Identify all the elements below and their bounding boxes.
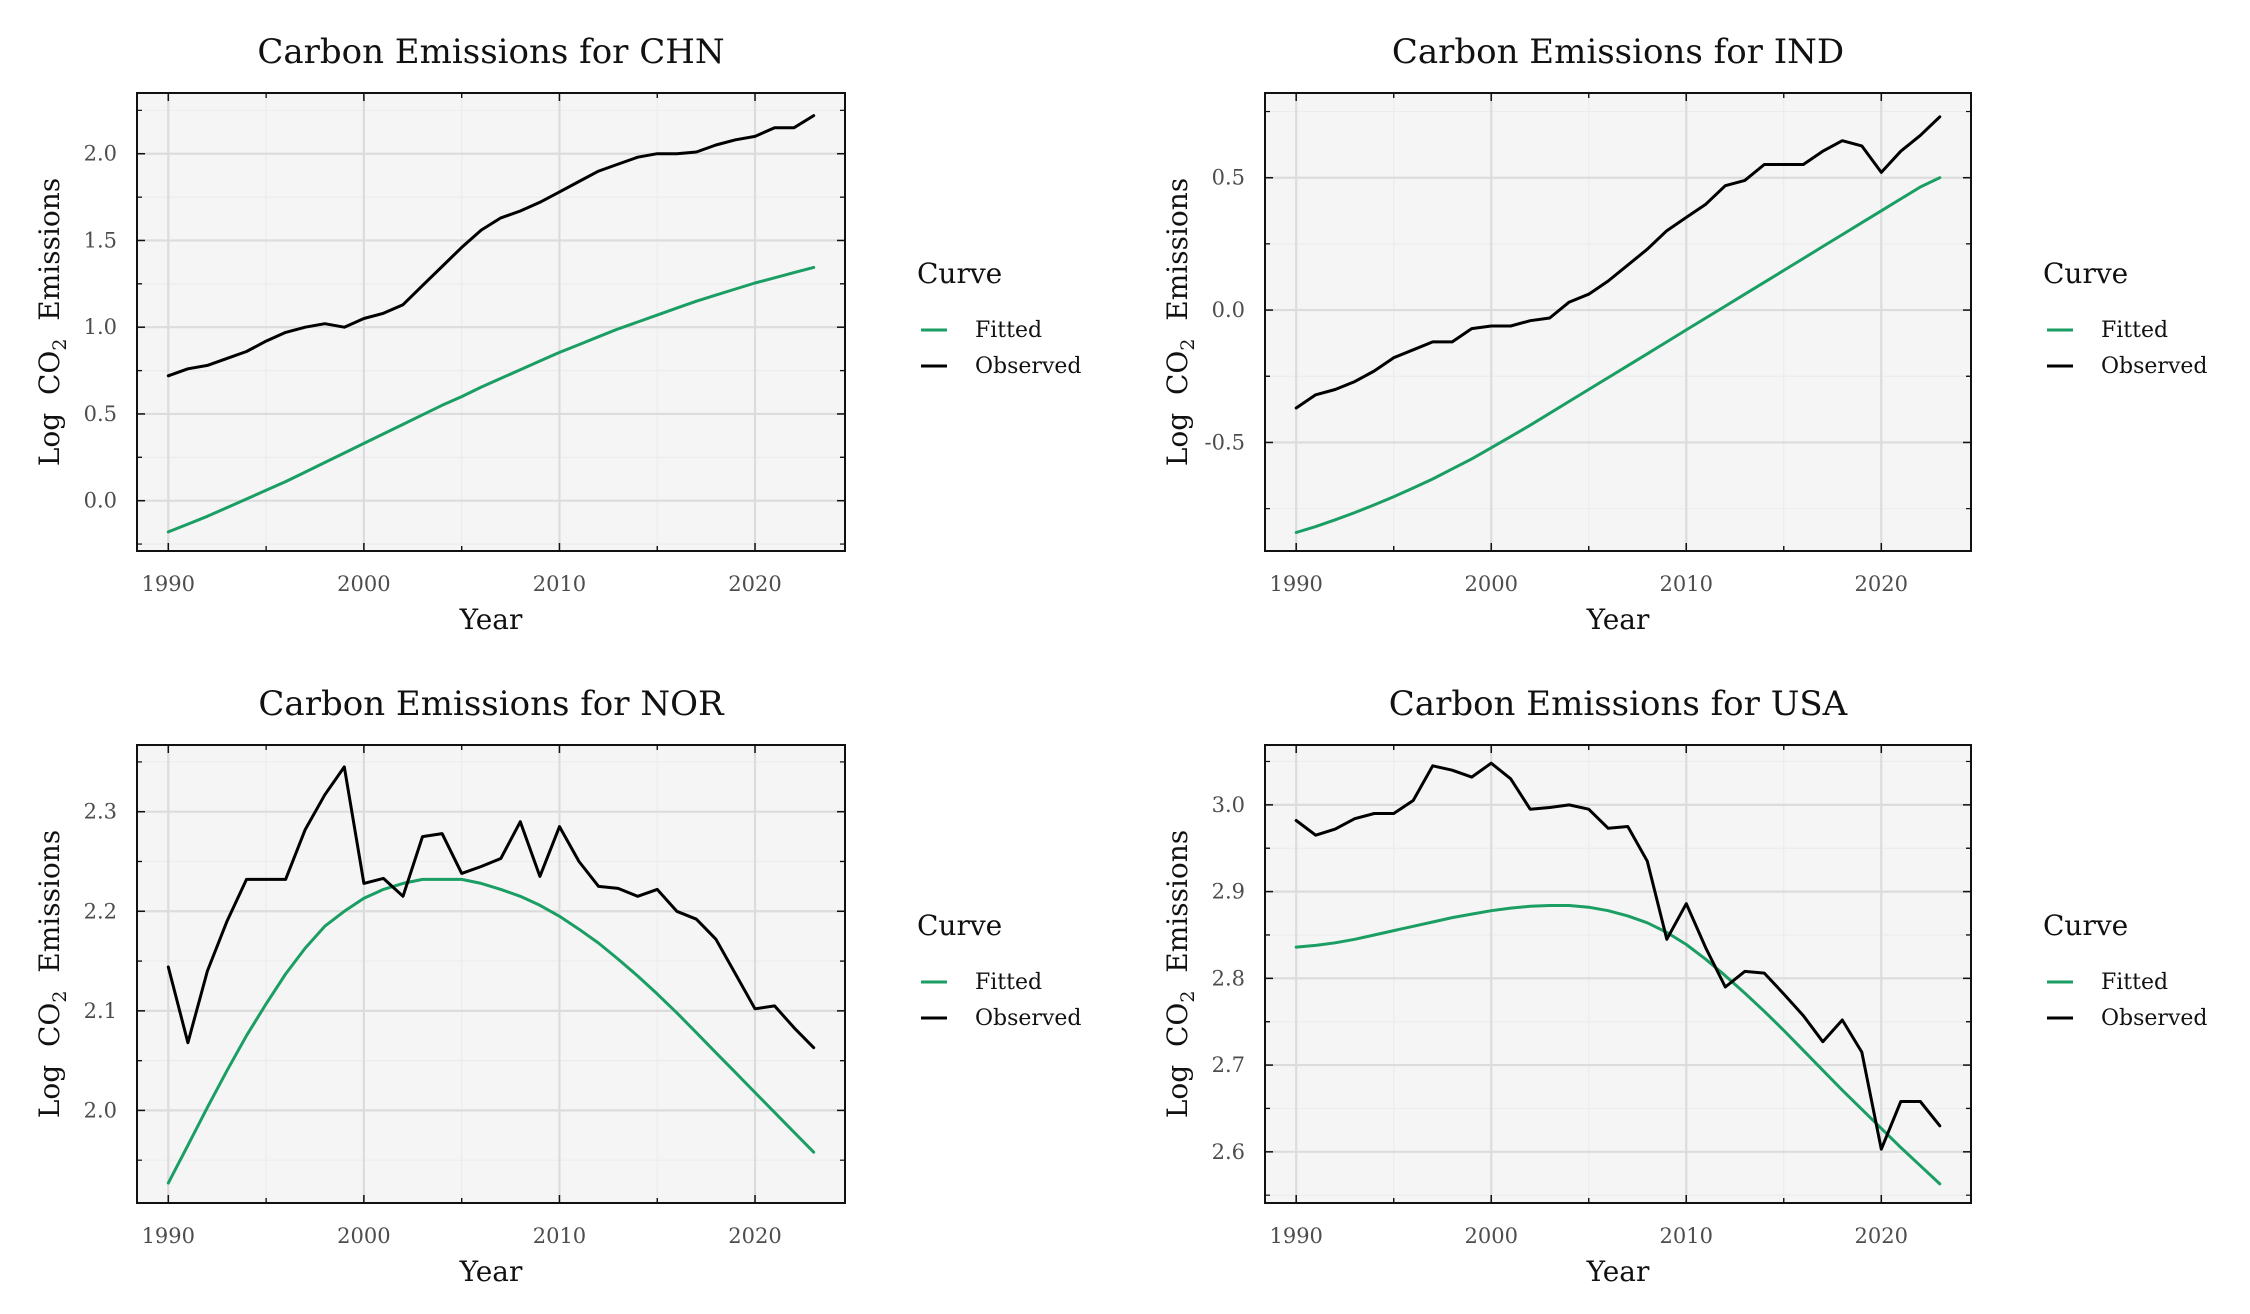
y-axis-title-part: Emissions bbox=[33, 830, 66, 991]
legend-label-fitted: Fitted bbox=[2101, 318, 2168, 343]
x-tick-label: 2000 bbox=[337, 1224, 390, 1248]
y-axis-title-part: Emissions bbox=[1161, 830, 1194, 991]
y-tick-label: 0.0 bbox=[84, 489, 117, 513]
y-axis-title: Log CO2 Emissions bbox=[33, 830, 71, 1118]
x-tick-label: 2010 bbox=[1660, 572, 1713, 596]
chart-title: Carbon Emissions for CHN bbox=[257, 32, 724, 72]
legend: Curve Fitted Observed bbox=[917, 909, 1081, 1031]
legend: Curve Fitted Observed bbox=[2043, 257, 2207, 379]
x-tick-label: 2000 bbox=[1465, 572, 1518, 596]
x-axis-title: Year bbox=[459, 1255, 523, 1288]
x-tick-label: 1990 bbox=[142, 1224, 195, 1248]
y-tick-label: 0.5 bbox=[1212, 166, 1245, 190]
legend-label-observed: Observed bbox=[975, 354, 1081, 379]
x-tick-label: 2020 bbox=[1855, 572, 1908, 596]
y-axis-title: Log CO2 Emissions bbox=[33, 178, 71, 466]
legend-title: Curve bbox=[917, 257, 1002, 290]
series-line-observed bbox=[1294, 761, 1942, 1151]
y-axis-title-subscript: 2 bbox=[1177, 991, 1199, 1003]
legend-label-observed: Observed bbox=[2101, 354, 2207, 379]
series-line-fitted bbox=[1294, 904, 1942, 1186]
y-tick-label: 3.0 bbox=[1212, 793, 1245, 817]
chart-title: Carbon Emissions for NOR bbox=[258, 684, 725, 724]
y-tick-label: 0.5 bbox=[84, 402, 117, 426]
legend-label-fitted: Fitted bbox=[975, 318, 1042, 343]
panel-background bbox=[1265, 745, 1971, 1203]
y-axis-title-part: Log CO bbox=[33, 351, 66, 467]
legend: Curve Fitted Observed bbox=[2043, 909, 2207, 1031]
y-tick-label: 2.0 bbox=[84, 142, 117, 166]
panel-nor: 1990 2000 2010 2020 2.0 2.1 2.2 2.3 Carbon Emiss… bbox=[33, 684, 1081, 1288]
x-tick-label: 2020 bbox=[728, 1224, 781, 1248]
series-line-observed bbox=[166, 765, 816, 1050]
series-line-fitted bbox=[1294, 176, 1942, 534]
y-tick-label: 2.7 bbox=[1212, 1053, 1245, 1077]
x-tick-label: 2020 bbox=[1855, 1224, 1908, 1248]
x-tick-label: 2010 bbox=[533, 572, 586, 596]
y-tick-label: 2.9 bbox=[1212, 880, 1245, 904]
y-axis-title: Log CO2 Emissions bbox=[1161, 830, 1199, 1118]
y-axis-title-subscript: 2 bbox=[49, 991, 71, 1003]
panel-ind: 1990 2000 2010 2020 -0.5 0.0 0.5 Carbon Emissio… bbox=[1161, 32, 2207, 636]
y-tick-label: 1.5 bbox=[84, 228, 117, 252]
legend-title: Curve bbox=[2043, 257, 2128, 290]
chart-title: Carbon Emissions for USA bbox=[1389, 684, 1848, 724]
y-tick-label: 2.3 bbox=[84, 800, 117, 824]
chart-title: Carbon Emissions for IND bbox=[1392, 32, 1844, 72]
x-tick-label: 2010 bbox=[533, 1224, 586, 1248]
legend-label-observed: Observed bbox=[975, 1006, 1081, 1031]
x-tick-label: 1990 bbox=[1269, 572, 1322, 596]
panel-usa: 1990 2000 2010 2020 2.6 2.7 2.8 2.9 3.0 Carbon Em… bbox=[1161, 684, 2207, 1288]
y-tick-label: 2.0 bbox=[84, 1098, 117, 1122]
panel-background bbox=[1265, 93, 1971, 551]
panel-border bbox=[1264, 744, 1972, 1204]
legend-label-fitted: Fitted bbox=[2101, 970, 2168, 995]
legend-label-observed: Observed bbox=[2101, 1006, 2207, 1031]
x-tick-label: 2000 bbox=[1465, 1224, 1518, 1248]
y-axis-title-subscript: 2 bbox=[1177, 339, 1199, 351]
legend-title: Curve bbox=[2043, 909, 2128, 942]
x-tick-label: 1990 bbox=[142, 572, 195, 596]
y-axis-title-part: Log CO bbox=[33, 1003, 66, 1119]
y-axis-title: Log CO2 Emissions bbox=[1161, 178, 1199, 466]
y-tick-label: 2.8 bbox=[1212, 966, 1245, 990]
y-tick-label: 2.2 bbox=[84, 899, 117, 923]
x-axis-title: Year bbox=[459, 603, 523, 636]
x-tick-label: 2010 bbox=[1660, 1224, 1713, 1248]
y-tick-label: 1.0 bbox=[84, 315, 117, 339]
legend-title: Curve bbox=[917, 909, 1002, 942]
x-tick-label: 2000 bbox=[337, 572, 390, 596]
series-line-fitted bbox=[166, 265, 816, 534]
series-line-observed bbox=[166, 114, 816, 378]
y-axis-title-part: Log CO bbox=[1161, 351, 1194, 467]
y-axis-title-part: Log CO bbox=[1161, 1003, 1194, 1119]
panel-border bbox=[136, 744, 846, 1204]
x-axis-title: Year bbox=[1586, 603, 1650, 636]
x-tick-label: 2020 bbox=[728, 572, 781, 596]
y-axis-title-part: Emissions bbox=[33, 178, 66, 339]
panel-background bbox=[137, 745, 845, 1203]
panel-background bbox=[137, 93, 845, 551]
panel-chn: 1990 2000 2010 2020 0.0 0.5 1.0 1.5 2.0 Carbon Em… bbox=[33, 32, 1081, 636]
series-line-fitted bbox=[166, 877, 816, 1185]
y-tick-label: -0.5 bbox=[1205, 430, 1246, 454]
y-axis-title-part: Emissions bbox=[1161, 178, 1194, 339]
legend-label-fitted: Fitted bbox=[975, 970, 1042, 995]
panel-border bbox=[1264, 92, 1972, 552]
panel-border bbox=[136, 92, 846, 552]
legend: Curve Fitted Observed bbox=[917, 257, 1081, 379]
x-axis-title: Year bbox=[1586, 1255, 1650, 1288]
x-tick-label: 1990 bbox=[1269, 1224, 1322, 1248]
y-tick-label: 0.0 bbox=[1212, 298, 1245, 322]
y-tick-label: 2.6 bbox=[1212, 1140, 1245, 1164]
series-line-observed bbox=[1294, 115, 1942, 410]
y-axis-title-subscript: 2 bbox=[49, 339, 71, 351]
y-tick-label: 2.1 bbox=[84, 999, 117, 1023]
